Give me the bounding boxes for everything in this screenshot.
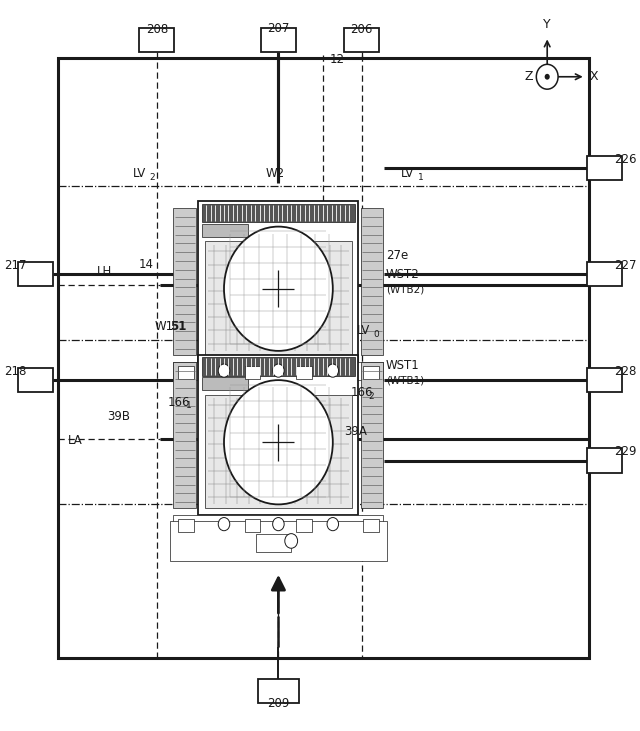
Text: 207: 207 bbox=[268, 22, 289, 35]
Circle shape bbox=[285, 534, 298, 548]
Bar bbox=[364, 519, 379, 532]
Text: 1: 1 bbox=[418, 173, 424, 182]
Bar bbox=[245, 519, 260, 532]
Text: 166: 166 bbox=[351, 386, 373, 399]
Text: LA: LA bbox=[68, 433, 83, 447]
Bar bbox=[58, 58, 589, 658]
Text: 227: 227 bbox=[614, 259, 636, 272]
Bar bbox=[18, 368, 53, 392]
Bar bbox=[588, 156, 623, 180]
Bar bbox=[588, 368, 623, 392]
Bar bbox=[261, 28, 296, 52]
Bar bbox=[257, 678, 300, 703]
Text: W2: W2 bbox=[266, 167, 285, 181]
Bar bbox=[198, 355, 358, 515]
Bar bbox=[178, 519, 193, 532]
Text: 39B: 39B bbox=[107, 410, 130, 423]
Bar bbox=[361, 362, 383, 508]
Circle shape bbox=[273, 364, 284, 377]
Text: Z: Z bbox=[525, 70, 533, 83]
Text: (WTB1): (WTB1) bbox=[386, 376, 424, 386]
Text: LV: LV bbox=[133, 167, 147, 181]
Text: 209: 209 bbox=[268, 697, 289, 710]
Bar bbox=[178, 366, 193, 379]
Bar bbox=[344, 28, 380, 52]
Text: 14: 14 bbox=[138, 258, 154, 271]
Bar bbox=[364, 366, 379, 379]
Bar bbox=[202, 357, 355, 376]
Text: LV: LV bbox=[401, 167, 415, 181]
Text: 218: 218 bbox=[4, 365, 26, 378]
Circle shape bbox=[273, 518, 284, 531]
Bar bbox=[202, 377, 248, 390]
Bar bbox=[173, 362, 383, 380]
Bar bbox=[173, 515, 383, 534]
Bar bbox=[245, 366, 260, 379]
Text: (WTB2): (WTB2) bbox=[386, 284, 424, 295]
Text: 1: 1 bbox=[186, 401, 191, 410]
Text: 27e: 27e bbox=[386, 249, 408, 262]
Text: 2: 2 bbox=[369, 392, 374, 401]
Circle shape bbox=[224, 380, 333, 504]
Text: 39A: 39A bbox=[344, 425, 367, 438]
Bar bbox=[205, 395, 352, 508]
Bar bbox=[256, 534, 291, 552]
Text: 166: 166 bbox=[168, 395, 190, 409]
Text: 2: 2 bbox=[150, 173, 156, 182]
Bar bbox=[202, 204, 355, 222]
Bar bbox=[296, 519, 312, 532]
Bar bbox=[140, 28, 174, 52]
Text: LH: LH bbox=[97, 265, 112, 279]
Bar bbox=[170, 520, 387, 561]
Text: LV: LV bbox=[356, 324, 370, 337]
Text: Y: Y bbox=[543, 18, 551, 31]
Text: 229: 229 bbox=[614, 445, 636, 458]
Text: 51: 51 bbox=[170, 320, 186, 333]
Text: X: X bbox=[590, 70, 598, 83]
Circle shape bbox=[218, 518, 230, 531]
Bar bbox=[198, 201, 358, 362]
Circle shape bbox=[327, 364, 339, 377]
Bar bbox=[361, 208, 383, 355]
Text: WST2: WST2 bbox=[386, 268, 420, 281]
Circle shape bbox=[224, 227, 333, 351]
Bar bbox=[296, 366, 312, 379]
Text: 228: 228 bbox=[614, 365, 636, 378]
Text: 226: 226 bbox=[614, 153, 636, 166]
Text: 208: 208 bbox=[146, 23, 168, 36]
Text: 206: 206 bbox=[351, 23, 372, 36]
Text: 12: 12 bbox=[330, 53, 345, 66]
Bar bbox=[173, 362, 196, 508]
Circle shape bbox=[545, 74, 550, 80]
Circle shape bbox=[218, 364, 230, 377]
Text: 217: 217 bbox=[4, 259, 26, 272]
Bar bbox=[173, 208, 196, 355]
Bar bbox=[588, 448, 623, 473]
Bar bbox=[588, 262, 623, 286]
Bar bbox=[202, 224, 248, 237]
Bar bbox=[18, 262, 53, 286]
Bar bbox=[205, 241, 352, 355]
Text: 0: 0 bbox=[373, 330, 379, 338]
Text: W1: W1 bbox=[155, 320, 174, 333]
Circle shape bbox=[327, 518, 339, 531]
Text: WST1: WST1 bbox=[386, 359, 420, 372]
Circle shape bbox=[536, 64, 558, 89]
